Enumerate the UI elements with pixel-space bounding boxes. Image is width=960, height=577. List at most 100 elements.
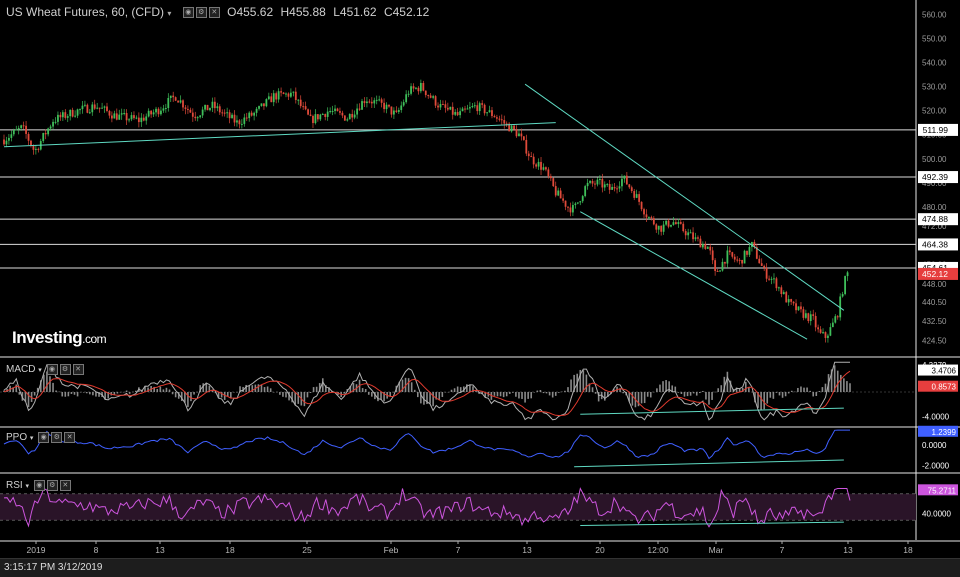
candle-body — [213, 101, 216, 109]
candle-body — [596, 179, 599, 185]
macd-hist-bar — [548, 392, 551, 396]
chevron-down-icon[interactable]: ▾ — [167, 9, 172, 18]
candle-body — [137, 117, 140, 123]
candle-body — [547, 169, 550, 177]
macd-hist-bar — [656, 388, 658, 392]
gear-icon[interactable]: ⚙ — [195, 7, 207, 19]
candle-body — [513, 125, 515, 130]
macd-hist-bar — [686, 392, 689, 397]
candle-body — [25, 125, 27, 134]
candle-body — [736, 259, 739, 261]
candle-body — [390, 106, 393, 115]
candle-body — [164, 107, 167, 109]
gear-icon[interactable]: ⚙ — [51, 432, 63, 443]
macd-hist-bar — [33, 392, 36, 396]
ppo-y-tick: 0.0000 — [922, 441, 947, 450]
chevron-down-icon: ▾ — [38, 367, 42, 375]
macd-hist-bar — [843, 378, 845, 392]
macd-hist-bar — [220, 392, 223, 398]
candle-body — [775, 278, 778, 289]
candle-body — [630, 187, 633, 192]
candle-body — [98, 107, 101, 109]
candle-body — [728, 250, 731, 253]
ppo-y-tick: -2.0000 — [922, 462, 950, 471]
candle-body — [724, 261, 726, 264]
macd-trendline — [580, 407, 844, 415]
macd-hist-bar — [199, 385, 201, 392]
candle-body — [625, 175, 628, 185]
candle-body — [76, 109, 79, 116]
macd-hist-bar — [646, 392, 649, 397]
macd-hist-bar — [484, 392, 487, 397]
macd-hist-bar — [21, 392, 24, 401]
candle-body — [106, 106, 108, 111]
eye-icon[interactable]: ◉ — [33, 480, 45, 491]
eye-icon[interactable]: ◉ — [182, 7, 194, 19]
macd-hist-bar — [251, 385, 254, 392]
candle-body — [515, 129, 518, 137]
candle-body — [417, 87, 420, 92]
candle-body — [385, 104, 388, 110]
macd-hist-bar — [754, 392, 756, 403]
rsi-legend: RSI ▾ ◉ ⚙ ✕ — [6, 480, 71, 491]
macd-hist-bar — [573, 374, 575, 392]
macd-hist-bar — [640, 392, 643, 404]
candle-body — [638, 194, 641, 202]
gear-icon[interactable]: ⚙ — [59, 364, 71, 375]
x-tick-label: 13 — [522, 545, 532, 555]
candle-body — [211, 101, 214, 108]
candle-body — [704, 244, 707, 249]
candle-body — [559, 190, 562, 199]
macd-hist-bar — [12, 387, 14, 392]
y-tick-label: 530.00 — [922, 83, 947, 92]
close-icon[interactable]: ✕ — [72, 364, 84, 375]
macd-hist-bar — [551, 392, 554, 398]
macd-hist-bar — [524, 392, 526, 403]
macd-hist-bar — [217, 392, 220, 399]
candle-body — [142, 117, 145, 121]
candle-body — [258, 106, 260, 109]
candle-body — [569, 207, 572, 213]
macd-hist-bar — [502, 392, 505, 398]
ppo-line — [3, 429, 850, 460]
eye-icon[interactable]: ◉ — [46, 364, 58, 375]
macd-hist-bar — [24, 392, 27, 402]
level-price-tag — [918, 171, 958, 184]
candle-body — [535, 164, 538, 167]
candle-body — [370, 101, 373, 104]
macd-hist-bar — [833, 365, 836, 392]
macd-hist-bar — [361, 388, 364, 392]
close-icon[interactable]: ✕ — [64, 432, 76, 443]
macd-hist-bar — [671, 385, 674, 392]
trendline — [3, 122, 556, 148]
close-icon[interactable]: ✕ — [59, 480, 71, 491]
candle-body — [302, 106, 305, 108]
macd-hist-bar — [723, 376, 726, 392]
candle-body — [525, 139, 528, 154]
macd-hist-bar — [392, 392, 395, 393]
eye-icon[interactable]: ◉ — [38, 432, 50, 443]
candle-body — [314, 114, 317, 124]
candle-body — [464, 108, 466, 110]
macd-hist-bar — [717, 388, 719, 392]
macd-hist-bar — [760, 392, 762, 411]
candle-body — [96, 107, 99, 109]
legend-controls[interactable]: ◉ ⚙ ✕ — [181, 5, 223, 19]
close-icon[interactable]: ✕ — [208, 7, 220, 19]
macd-hist-bar — [830, 369, 833, 392]
macd-hist-bar — [312, 387, 315, 392]
gear-icon[interactable]: ⚙ — [46, 480, 58, 491]
macd-hist-bar — [769, 392, 772, 398]
macd-hist-bar — [775, 392, 778, 393]
macd-hist-bar — [125, 390, 128, 392]
macd-hist-bar — [147, 387, 149, 392]
candle-body — [670, 224, 672, 227]
candle-body — [405, 94, 408, 103]
candle-body — [101, 107, 103, 109]
macd-y-tick: -4.0000 — [922, 413, 950, 422]
ppo-label: PPO — [6, 432, 28, 444]
chart-canvas[interactable]: 560.00550.00540.00530.00520.00510.00500.… — [0, 0, 960, 558]
candle-body — [454, 112, 457, 115]
candle-body — [692, 232, 694, 240]
candle-body — [567, 206, 569, 208]
